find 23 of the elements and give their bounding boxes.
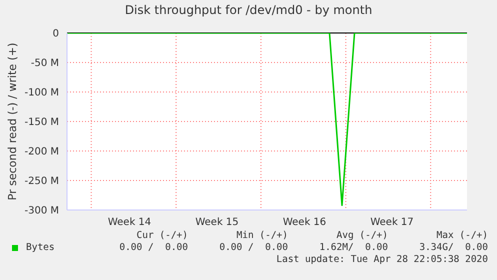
x-tick-label: Week 14 <box>108 217 152 228</box>
y-tick-label: -300 M <box>24 206 59 217</box>
text: Min (-/+) <box>236 230 288 242</box>
y-tick-label: -50 M <box>30 58 59 70</box>
text: Max (-/+) <box>436 230 488 242</box>
text: Cur (-/+) <box>136 230 188 242</box>
text: Last update: Tue Apr 28 22:05:38 2020 <box>275 254 488 266</box>
x-tick-label: Week 17 <box>370 217 414 228</box>
y-tick-label: -100 M <box>24 88 59 99</box>
text: 3.34G/ 0.00 <box>418 242 488 254</box>
y-axis-title: Pr second read (-) / write (+) <box>6 42 19 200</box>
chart-title: Disk throughput for /dev/md0 - by month <box>124 3 374 17</box>
y-tick-label: -150 M <box>24 117 59 128</box>
legend-label: Bytes <box>26 242 55 254</box>
y-tick-label: -250 M <box>24 176 59 188</box>
x-tick-label: Week 16 <box>282 217 326 228</box>
text: 1.62M/ 0.00 <box>318 242 388 254</box>
text: Avg (-/+) <box>336 230 388 242</box>
x-tick-label: Week 15 <box>195 217 239 228</box>
y-tick-label: -200 M <box>24 146 59 158</box>
y-tick-label: 0 <box>52 28 59 40</box>
text: 0.00 / 0.00 <box>118 242 188 254</box>
text: 0.00 / 0.00 <box>218 242 288 254</box>
